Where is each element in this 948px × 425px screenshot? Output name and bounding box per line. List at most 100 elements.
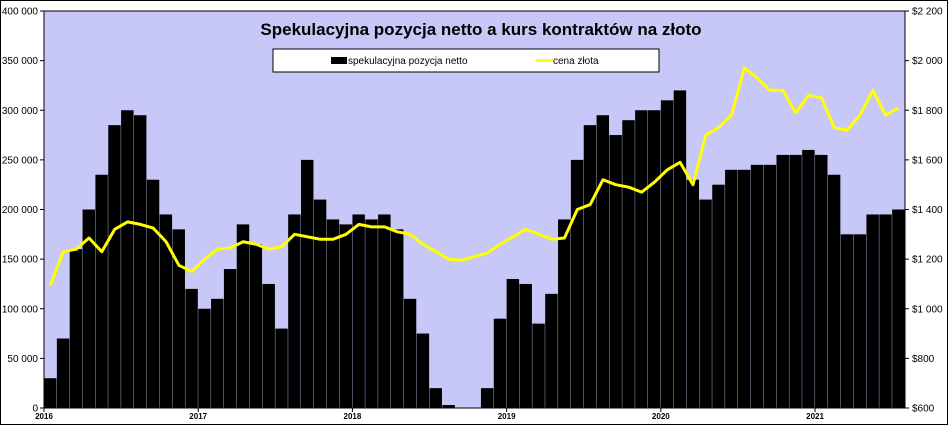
bar bbox=[763, 164, 777, 408]
bar bbox=[686, 179, 699, 408]
bar bbox=[352, 214, 365, 408]
bar bbox=[69, 249, 83, 408]
left-axis-tick-label: 250 000 bbox=[2, 155, 39, 166]
gold-price-line bbox=[49, 66, 900, 286]
right-axis-tick-label: $800 bbox=[912, 354, 935, 365]
chart-title: Spekulacyjna pozycja netto a kurs kontra… bbox=[260, 20, 701, 39]
bar bbox=[133, 115, 147, 409]
bar bbox=[44, 378, 57, 408]
left-axis-tick-label: 350 000 bbox=[2, 56, 39, 67]
bar bbox=[737, 169, 751, 408]
bar bbox=[223, 269, 237, 408]
legend-swatch-bars bbox=[331, 57, 347, 64]
bar bbox=[558, 219, 571, 408]
left-axis-tick-label: 150 000 bbox=[2, 255, 39, 266]
legend-label-line: cena złota bbox=[553, 56, 599, 67]
bar bbox=[480, 388, 494, 408]
left-axis-tick-label: 100 000 bbox=[2, 304, 39, 315]
x-axis-tick-label: 2017 bbox=[189, 412, 207, 421]
bar bbox=[570, 159, 584, 409]
bar bbox=[622, 120, 635, 409]
bar bbox=[699, 199, 712, 408]
bar bbox=[776, 154, 789, 408]
bar bbox=[840, 234, 854, 408]
right-axis-tick-label: $1 600 bbox=[912, 155, 943, 166]
bar bbox=[879, 214, 892, 408]
bar bbox=[532, 323, 545, 408]
bar bbox=[326, 219, 340, 408]
legend-label-bars: spekulacyjna pozycja netto bbox=[348, 56, 468, 67]
bar bbox=[185, 288, 198, 408]
bar bbox=[712, 184, 725, 408]
bar bbox=[121, 110, 134, 408]
bar bbox=[506, 278, 520, 408]
bar bbox=[647, 110, 661, 408]
bar bbox=[635, 110, 648, 408]
x-axis-tick-label: 2020 bbox=[652, 412, 670, 421]
right-axis-tick-label: $2 200 bbox=[912, 7, 943, 18]
bar bbox=[301, 159, 314, 409]
bar bbox=[866, 214, 879, 408]
bar bbox=[583, 125, 597, 408]
bar bbox=[827, 174, 841, 408]
bar bbox=[673, 90, 687, 409]
bar bbox=[815, 154, 828, 408]
right-axis-tick-label: $1 200 bbox=[912, 255, 943, 266]
bar bbox=[519, 283, 532, 408]
x-axis-tick-label: 2021 bbox=[806, 412, 824, 421]
legend-box bbox=[272, 48, 660, 73]
bar bbox=[159, 214, 173, 408]
x-axis-tick-label: 2019 bbox=[498, 412, 516, 421]
bar bbox=[95, 174, 108, 408]
bars-group bbox=[44, 90, 905, 409]
bar bbox=[56, 338, 70, 408]
bar bbox=[789, 154, 802, 408]
bar bbox=[249, 244, 263, 408]
bar bbox=[609, 135, 622, 408]
legend: spekulacyjna pozycja netto cena złota bbox=[272, 48, 660, 73]
x-axis-tick-label: 2016 bbox=[35, 412, 53, 421]
bar bbox=[442, 405, 455, 408]
bar bbox=[429, 388, 442, 408]
axes-group: 0 50 000 100 000 150 000 200 000 250 000 300 0… bbox=[2, 7, 943, 422]
bar bbox=[108, 125, 121, 408]
bar bbox=[198, 308, 211, 408]
left-axis-tick-label: 200 000 bbox=[2, 205, 39, 216]
bar bbox=[493, 318, 507, 408]
x-axis-tick-label: 2018 bbox=[344, 412, 362, 421]
bar bbox=[313, 199, 327, 408]
bar bbox=[365, 219, 378, 408]
bar bbox=[403, 298, 417, 408]
left-axis-tick-label: 300 000 bbox=[2, 106, 39, 117]
right-axis-tick-label: $2 000 bbox=[912, 56, 943, 67]
bar bbox=[750, 164, 764, 408]
left-axis-tick-label: 50 000 bbox=[7, 354, 38, 365]
bar bbox=[82, 209, 95, 408]
bar bbox=[545, 293, 558, 408]
bar bbox=[660, 100, 674, 408]
bar bbox=[211, 298, 224, 408]
bar bbox=[416, 333, 430, 408]
bar bbox=[596, 115, 610, 409]
bar bbox=[853, 234, 867, 408]
bar bbox=[892, 209, 905, 408]
bar bbox=[172, 229, 185, 408]
right-axis-tick-label: $1 400 bbox=[912, 205, 943, 216]
bar bbox=[390, 229, 404, 408]
bar bbox=[275, 328, 288, 408]
bar bbox=[725, 169, 738, 408]
bar bbox=[288, 214, 301, 408]
bar bbox=[339, 224, 353, 408]
bar bbox=[802, 149, 815, 408]
left-axis-tick-label: 0 bbox=[32, 404, 38, 415]
right-axis-tick-label: $600 bbox=[912, 404, 935, 415]
bar bbox=[146, 179, 160, 408]
bar bbox=[378, 214, 391, 408]
bar bbox=[262, 283, 275, 408]
bar bbox=[236, 224, 250, 408]
left-axis-tick-label: 400 000 bbox=[2, 7, 39, 18]
right-axis-tick-label: $1 000 bbox=[912, 304, 943, 315]
right-axis-tick-label: $1 800 bbox=[912, 106, 943, 117]
